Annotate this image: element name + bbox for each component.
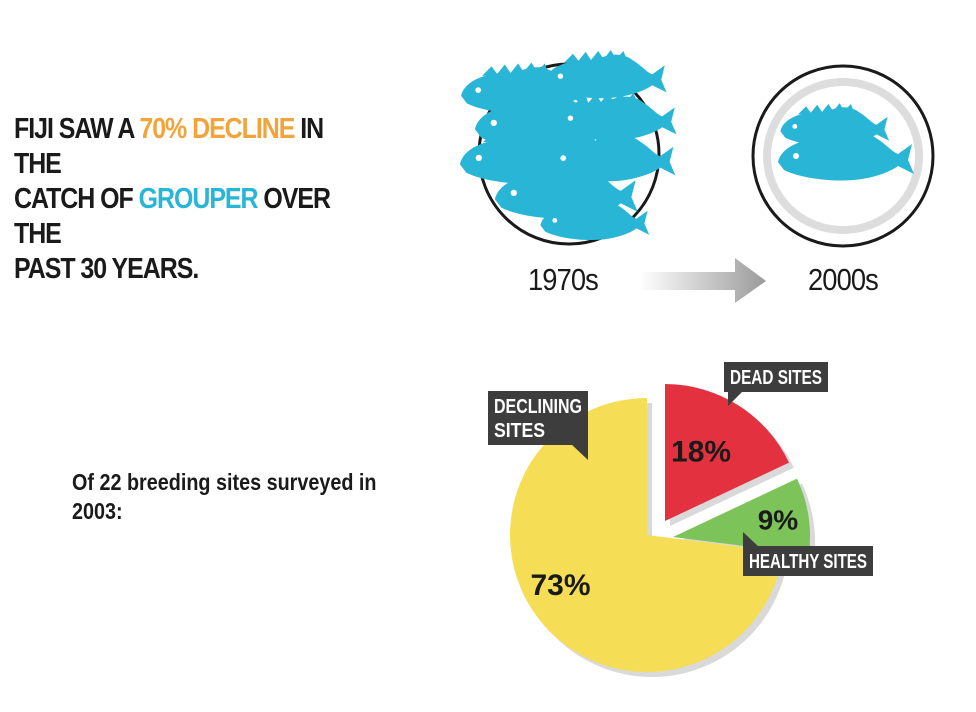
survey-note: Of 22 breeding sites surveyed in 2003: [72,469,377,524]
tag-dead-sites: DEAD SITES [724,362,828,406]
pie-slice-declining-sites [510,398,783,672]
era-label-2000s: 2000s [808,262,879,297]
plate-2000s-icon [751,64,935,248]
pie-slice-dead-sites [665,384,789,521]
headline-highlight-decline: 70% DECLINE [139,113,295,145]
tag-declining-sites-text: SITES [494,420,545,442]
headline-text: IN THE [14,113,324,180]
headline-line-2: CATCH OF GROUPER OVER THE [14,182,375,252]
headline-text: OVER THE [14,183,331,250]
headline-line-3: PAST 30 YEARS. [14,253,199,285]
headline-text: FIJI SAW A [14,113,140,145]
headline-highlight-grouper: GROUPER [138,183,259,215]
era-label-1970s: 1970s [528,262,599,297]
pie-value-label: 73% [530,569,590,602]
tag-declining-sites-text: DECLINING [494,396,582,418]
tag-dead-sites-text: DEAD SITES [730,367,822,389]
tag-healthy-sites-text: HEALTHY SITES [749,551,867,573]
headline-line-1: FIJI SAW A 70% DECLINE IN THE [14,112,375,182]
pie-value-label: 18% [671,436,731,469]
pie-value-label: 9% [758,504,799,535]
headline: FIJI SAW A 70% DECLINE IN THE CATCH OF G… [14,112,375,287]
headline-text: CATCH OF [14,183,139,215]
tag-healthy-sites: HEALTHY SITES [743,532,873,576]
pie-slice-healthy-sites [673,478,810,555]
right-arrow-icon [640,258,766,303]
plate-1970s-icon [459,50,677,246]
